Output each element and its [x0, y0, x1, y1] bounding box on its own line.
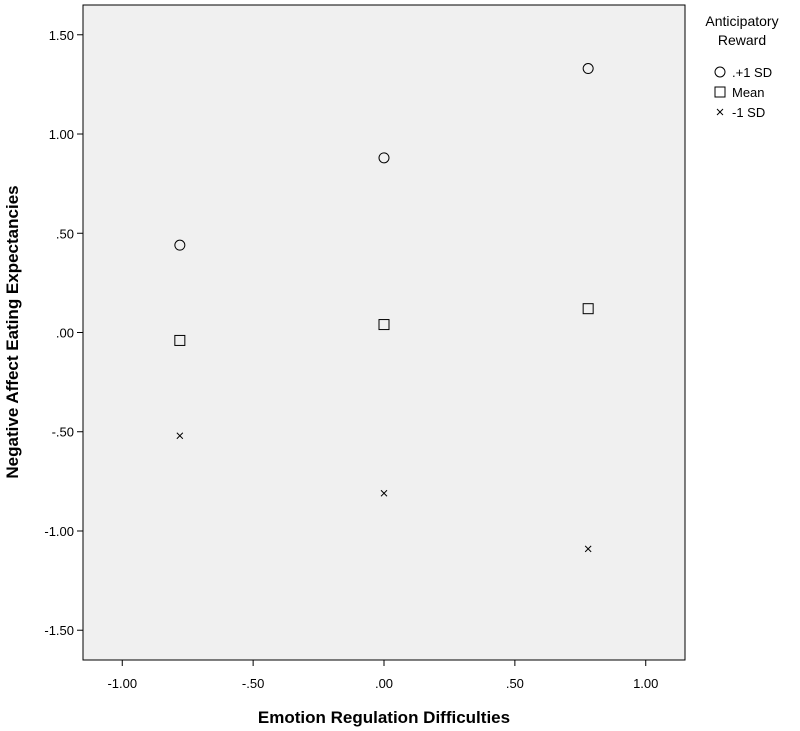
legend-label: Mean — [732, 85, 765, 100]
legend: Anticipatory Reward .+1 SD Mean -1 SD — [705, 13, 778, 120]
y-tick-label: 1.50 — [49, 28, 74, 43]
legend-label: .+1 SD — [732, 65, 772, 80]
y-tick-label: .50 — [56, 226, 74, 241]
plot-area — [82, 4, 686, 661]
x-axis-title: Emotion Regulation Difficulties — [258, 708, 510, 727]
data-point-square — [378, 319, 390, 331]
y-axis: 1.50 1.00 .50 .00 -.50 -1.00 -1.50 — [44, 28, 83, 638]
x-tick-label: .50 — [506, 676, 524, 691]
y-tick-label: 1.00 — [49, 127, 74, 142]
y-tick-label: .00 — [56, 326, 74, 341]
x-tick-label: -1.00 — [107, 676, 137, 691]
y-axis-title: Negative Affect Eating Expectancies — [3, 185, 22, 478]
data-point-circle — [174, 239, 186, 251]
legend-label: -1 SD — [732, 105, 765, 120]
data-point-circle — [378, 152, 390, 164]
x-tick-label: .00 — [375, 676, 393, 691]
data-point-square — [582, 303, 594, 315]
data-point-x — [380, 489, 388, 497]
x-axis: -1.00 -.50 .00 .50 1.00 — [107, 660, 658, 691]
legend-marker-square — [714, 86, 726, 98]
legend-title-line2: Reward — [718, 32, 766, 48]
data-point-circle — [582, 63, 594, 75]
data-point-square — [174, 334, 186, 346]
data-points — [174, 63, 594, 553]
y-tick-label: -1.50 — [44, 623, 74, 638]
legend-marker-x — [716, 108, 724, 116]
data-point-x — [176, 432, 184, 440]
x-tick-label: -.50 — [242, 676, 264, 691]
data-point-x — [584, 545, 592, 553]
y-tick-label: -.50 — [52, 425, 74, 440]
y-tick-label: -1.00 — [44, 524, 74, 539]
legend-marker-circle — [714, 66, 726, 78]
legend-title-line1: Anticipatory — [705, 13, 778, 29]
x-tick-label: 1.00 — [633, 676, 658, 691]
